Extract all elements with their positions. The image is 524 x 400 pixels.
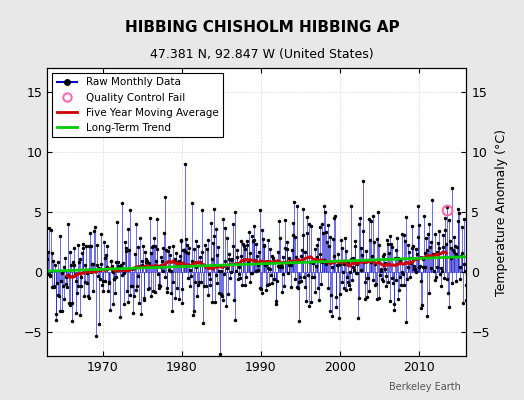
Y-axis label: Temperature Anomaly (°C): Temperature Anomaly (°C): [495, 128, 508, 296]
Text: 47.381 N, 92.847 W (United States): 47.381 N, 92.847 W (United States): [150, 48, 374, 61]
Text: Berkeley Earth: Berkeley Earth: [389, 382, 461, 392]
Legend: Raw Monthly Data, Quality Control Fail, Five Year Moving Average, Long-Term Tren: Raw Monthly Data, Quality Control Fail, …: [52, 73, 223, 137]
Text: HIBBING CHISHOLM HIBBING AP: HIBBING CHISHOLM HIBBING AP: [125, 20, 399, 35]
